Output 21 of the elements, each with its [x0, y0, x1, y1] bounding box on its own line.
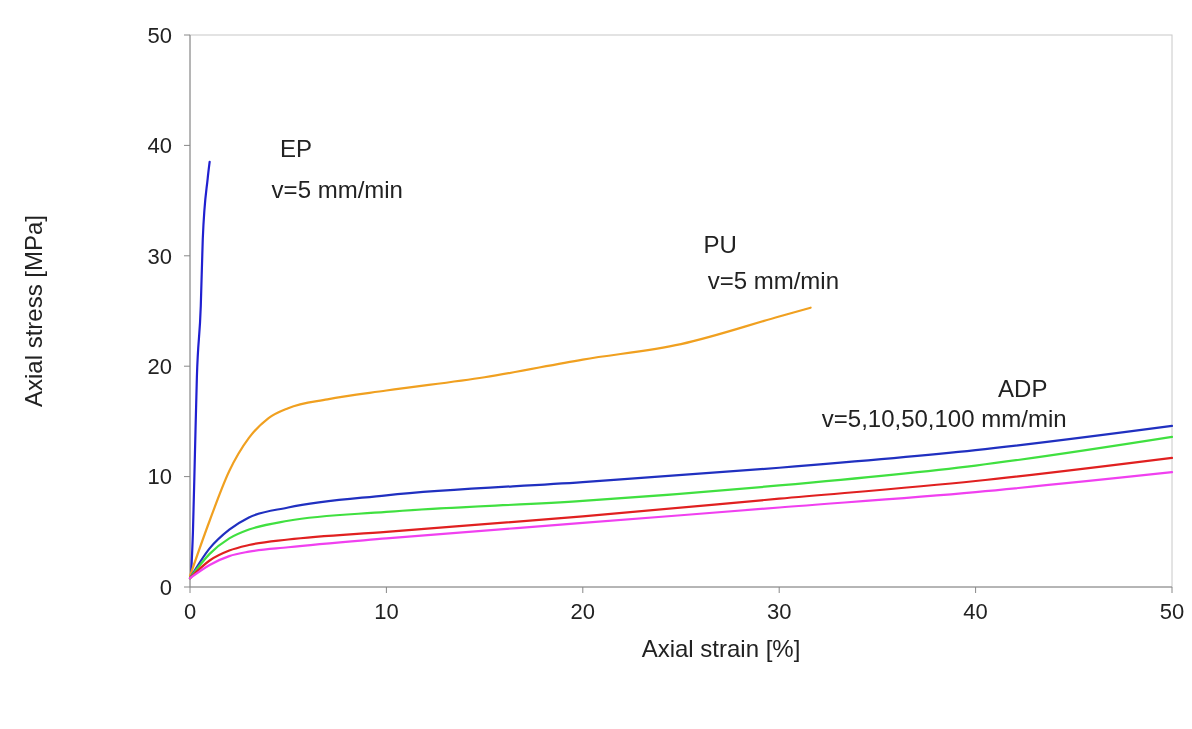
x-tick-label: 10 — [374, 599, 399, 624]
y-axis-title: Axial stress [MPa] — [20, 214, 47, 408]
x-tick-label: 0 — [183, 599, 197, 624]
annotation: v=5 mm/min — [271, 175, 403, 203]
y-tick-label: 50 — [147, 22, 172, 48]
y-tick-label: 20 — [147, 353, 172, 379]
x-tick-label: 50 — [1159, 599, 1185, 624]
annotation: ADP — [998, 374, 1048, 402]
annotation: v=5,10,50,100 mm/min — [821, 405, 1067, 433]
y-tick-label: 10 — [147, 464, 172, 490]
x-axis-title: Axial strain [%] — [641, 635, 801, 662]
annotation: EP — [280, 134, 313, 162]
y-tick-label: 40 — [147, 133, 172, 159]
y-tick-label: 30 — [147, 243, 172, 269]
x-tick-label: 30 — [766, 599, 792, 624]
x-tick-label: 20 — [570, 599, 596, 624]
y-tick-label: 0 — [159, 574, 172, 600]
x-tick-label: 40 — [963, 599, 988, 624]
annotation: v=5 mm/min — [707, 267, 839, 295]
annotation: PU — [703, 231, 737, 259]
line-series — [188, 306, 812, 578]
